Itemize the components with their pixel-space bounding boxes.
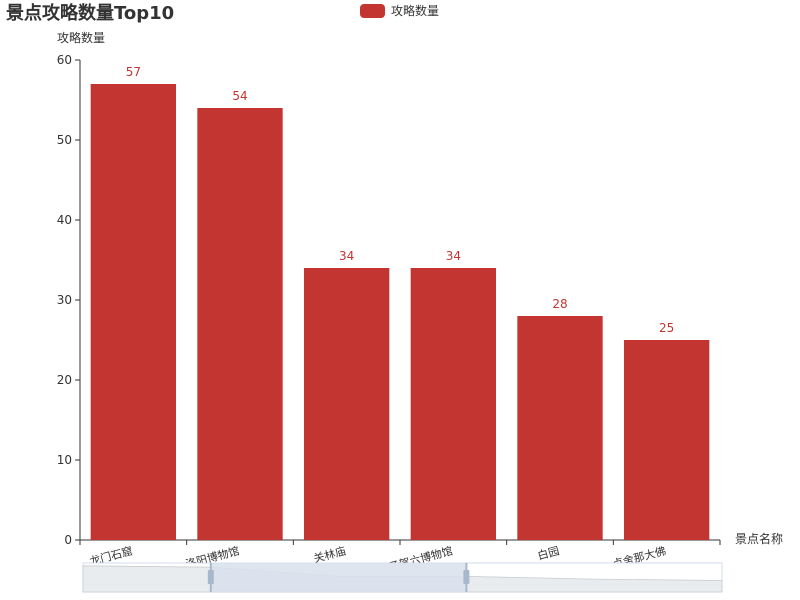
datazoom-slider[interactable] (82, 562, 723, 593)
bar[interactable] (624, 340, 710, 540)
y-tick-label: 40 (57, 213, 72, 227)
data-label: 34 (446, 249, 461, 263)
data-label: 25 (659, 321, 674, 335)
y-tick-label: 30 (57, 293, 72, 307)
bar[interactable] (517, 316, 603, 540)
bar[interactable] (90, 84, 176, 540)
legend[interactable]: 攻略数量 (360, 3, 439, 18)
y-tick-label: 60 (57, 53, 72, 67)
datazoom-handle-left-grip[interactable] (207, 570, 214, 584)
legend-label: 攻略数量 (391, 3, 439, 18)
x-tick-label: 白园 (536, 543, 561, 562)
y-ticks: 0 10 20 30 40 50 60 (57, 53, 80, 547)
y-tick-label: 20 (57, 373, 72, 387)
datazoom-selected-window[interactable] (210, 563, 467, 592)
y-tick-label: 10 (57, 453, 72, 467)
y-tick-label: 0 (64, 533, 72, 547)
data-label: 34 (339, 249, 354, 263)
x-axis-name: 景点名称 (735, 531, 783, 546)
y-tick-label: 50 (57, 133, 72, 147)
data-label: 54 (232, 89, 247, 103)
bar[interactable] (197, 108, 283, 540)
datazoom-handle-right-grip[interactable] (463, 570, 470, 584)
x-tick-label: 关林庙 (312, 543, 347, 565)
data-label: 57 (126, 65, 141, 79)
chart-title: 景点攻略数量Top10 (6, 2, 174, 24)
legend-swatch (360, 4, 385, 18)
datazoom-handle-right[interactable] (463, 563, 470, 592)
data-labels: 57 54 34 34 28 25 (126, 65, 675, 335)
data-label: 28 (552, 297, 567, 311)
bar[interactable] (410, 268, 496, 540)
y-axis-name: 攻略数量 (57, 30, 105, 45)
bar[interactable] (304, 268, 390, 540)
bars (90, 84, 710, 540)
datazoom-handle-left[interactable] (207, 563, 214, 592)
